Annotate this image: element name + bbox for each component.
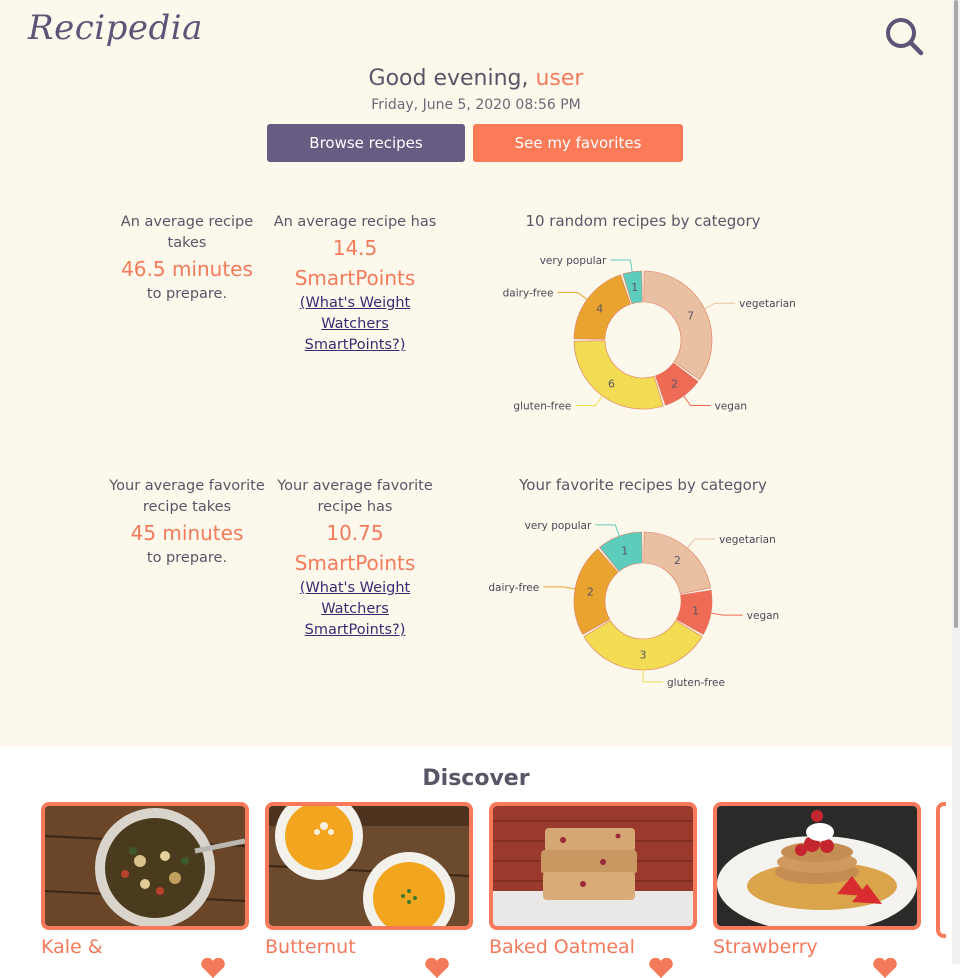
- chart-leader-line: [610, 259, 633, 272]
- chart-category-label: gluten-free: [667, 677, 725, 689]
- recipe-image[interactable]: [713, 802, 921, 930]
- chart-slice-vegetarian[interactable]: [643, 270, 713, 380]
- recipe-card[interactable]: Baked Oatmeal: [489, 802, 697, 978]
- recipe-card[interactable]: Butternut: [265, 802, 473, 978]
- chart-value-label: 2: [671, 377, 678, 390]
- chart-slice-vegan[interactable]: [675, 589, 713, 635]
- chart-title: 10 random recipes by category: [525, 212, 761, 230]
- heart-icon[interactable]: [423, 958, 451, 978]
- avg-points-stat: An average recipe has 14.5 SmartPoints (…: [270, 212, 440, 356]
- chart-category-label: dairy-free: [488, 582, 539, 594]
- favorite-recipes-donut-chart: 2 vegetarian 1 vegan 3 gluten-free 2 dairy-free…: [488, 520, 779, 689]
- chart-value-label: 2: [587, 586, 594, 599]
- browse-recipes-button[interactable]: Browse recipes: [267, 124, 465, 162]
- stat-value: 46.5 minutes: [121, 257, 253, 281]
- chart-value-label: 2: [674, 554, 681, 567]
- chart-value-label: 3: [640, 649, 647, 662]
- recipe-title[interactable]: Butternut: [265, 936, 356, 958]
- chart-leader-line: [642, 670, 663, 683]
- smartpoints-link[interactable]: SmartPoints?): [304, 337, 406, 353]
- chart-leader-line: [710, 612, 743, 616]
- fav-time-stat: Your average favorite recipe takes 45 mi…: [107, 476, 267, 569]
- scrollbar[interactable]: [952, 0, 960, 964]
- stat-unit: SmartPoints: [294, 551, 416, 575]
- chart-value-label: 1: [621, 545, 628, 558]
- greeting: Good evening, user: [0, 66, 952, 91]
- chart-category-label: very popular: [540, 255, 607, 267]
- current-datetime: Friday, June 5, 2020 08:56 PM: [371, 97, 581, 113]
- chart-slice-vegan[interactable]: [654, 362, 699, 406]
- recipe-title[interactable]: Strawberry: [713, 936, 818, 958]
- smartpoints-link[interactable]: Watchers: [321, 316, 389, 332]
- stat-label: recipe takes: [142, 499, 232, 515]
- chart-value-label: 7: [687, 310, 694, 323]
- heart-icon[interactable]: [199, 958, 227, 978]
- chart-category-label: very popular: [525, 520, 592, 532]
- recipe-card[interactable]: Strawberry: [713, 802, 921, 978]
- stat-label: recipe has: [317, 499, 393, 515]
- greeting-user: user: [535, 66, 584, 91]
- heart-icon[interactable]: [647, 958, 675, 978]
- chart-slice-vegetarian[interactable]: [643, 531, 712, 595]
- chart-leader-line: [704, 302, 736, 310]
- discover-heading: Discover: [422, 766, 530, 791]
- recipe-image[interactable]: [489, 802, 697, 930]
- fav-points-stat: Your average favorite recipe has 10.75 S…: [270, 476, 440, 641]
- stat-label: takes: [167, 235, 207, 251]
- chart-slice-dairy-free[interactable]: [573, 548, 619, 635]
- recipe-title[interactable]: Baked Oatmeal: [489, 936, 635, 958]
- stat-value: 10.75: [326, 521, 384, 545]
- next-recipe-card-peek[interactable]: [936, 802, 946, 938]
- chart-leader-line: [543, 586, 576, 590]
- stat-value: 14.5: [332, 236, 378, 260]
- random-recipes-donut-chart: 7 vegetarian 2 vegan 6 gluten-free 4 dairy-free…: [503, 255, 796, 413]
- chart-category-label: vegetarian: [719, 534, 776, 546]
- smartpoints-link[interactable]: (What's Weight: [299, 580, 411, 596]
- stat-label: An average recipe: [120, 214, 254, 230]
- stat-suffix: to prepare.: [146, 550, 228, 566]
- chart-category-label: vegan: [747, 610, 779, 622]
- app-logo[interactable]: Recipedia: [28, 8, 203, 48]
- recipe-title[interactable]: Kale &: [41, 936, 103, 958]
- chart-leader-line: [557, 291, 588, 300]
- chart-category-label: vegan: [715, 401, 747, 413]
- chart-title: Your favorite recipes by category: [519, 476, 767, 494]
- chart-leader-line: [595, 524, 620, 537]
- recipe-image[interactable]: [265, 802, 473, 930]
- see-favorites-button[interactable]: See my favorites: [473, 124, 683, 162]
- search-icon[interactable]: [884, 16, 924, 56]
- chart-value-label: 4: [596, 303, 603, 316]
- avg-time-stat: An average recipe takes 46.5 minutes to …: [107, 212, 267, 305]
- recipe-card[interactable]: Kale &: [41, 802, 249, 978]
- chart-slice-very-popular[interactable]: [599, 531, 643, 572]
- chart-slice-gluten-free[interactable]: [583, 620, 703, 671]
- stat-label: Your average favorite: [277, 478, 433, 494]
- chart-leader-line: [683, 395, 711, 407]
- stat-suffix: to prepare.: [146, 286, 228, 302]
- stat-label: Your average favorite: [109, 478, 265, 494]
- chart-slice-very-popular[interactable]: [622, 270, 643, 305]
- chart-leader-line: [575, 395, 603, 407]
- chart-slice-dairy-free[interactable]: [573, 274, 632, 340]
- chart-category-label: gluten-free: [513, 401, 571, 413]
- chart-category-label: dairy-free: [503, 287, 554, 299]
- stat-value: 45 minutes: [130, 521, 244, 545]
- heart-icon[interactable]: [871, 958, 899, 978]
- recipe-image[interactable]: [41, 802, 249, 930]
- smartpoints-link[interactable]: SmartPoints?): [304, 622, 406, 638]
- chart-value-label: 1: [692, 604, 699, 617]
- greeting-prefix: Good evening,: [368, 66, 536, 91]
- chart-value-label: 6: [608, 377, 615, 390]
- smartpoints-link[interactable]: Watchers: [321, 601, 389, 617]
- chart-leader-line: [686, 538, 716, 549]
- chart-slice-gluten-free[interactable]: [573, 340, 664, 410]
- stat-unit: SmartPoints: [294, 266, 416, 290]
- chart-category-label: vegetarian: [739, 298, 796, 310]
- smartpoints-link[interactable]: (What's Weight: [299, 295, 411, 311]
- stat-label: An average recipe has: [273, 214, 437, 230]
- scrollbar-thumb[interactable]: [954, 0, 958, 628]
- chart-value-label: 1: [631, 281, 638, 294]
